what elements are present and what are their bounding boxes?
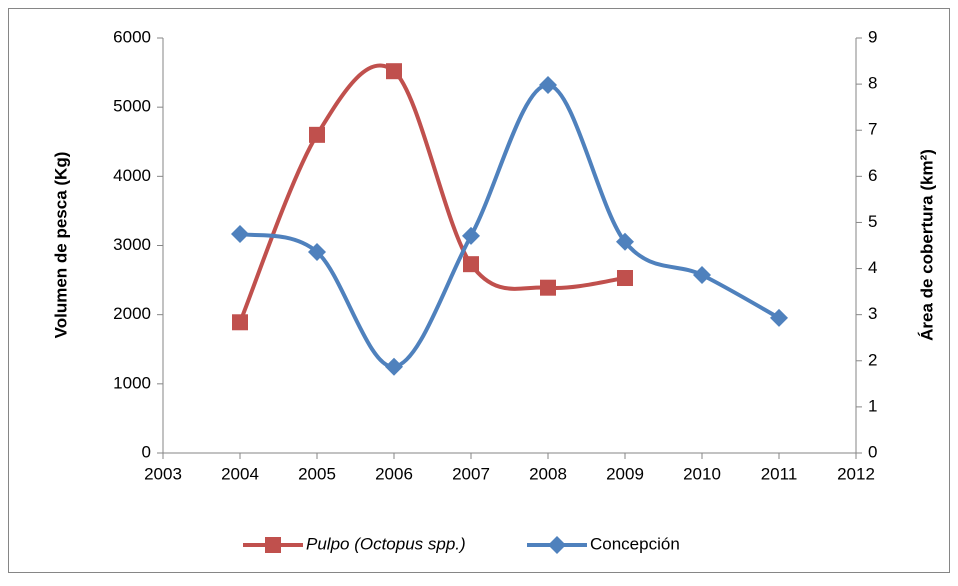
y2-tick-label: 7 [868,120,877,139]
y-axis-label: Volumen de pesca (Kg) [51,152,70,339]
x-tick-label: 2008 [529,464,567,483]
x-tick-label: 2010 [683,464,721,483]
y2-tick-label: 1 [868,396,877,415]
data-point [462,226,480,245]
y2-tick-label: 0 [868,442,877,461]
data-point [539,76,557,95]
data-point [463,256,479,273]
data-point [616,232,634,251]
legend-label: Pulpo (Octopus spp.) [306,534,466,553]
legend-marker [265,537,281,553]
series-line [239,83,780,369]
x-tick-label: 2007 [452,464,490,483]
x-tick-label: 2004 [221,464,259,483]
x-tick-label: 2011 [761,464,798,483]
chart-frame [8,8,950,573]
y2-tick-label: 5 [868,212,877,231]
data-point [385,357,403,376]
y2-tick-label: 6 [868,166,877,185]
y2-tick-label: 8 [868,74,877,93]
legend-marker [548,536,566,554]
x-tick-label: 2009 [606,464,644,483]
data-point [231,224,249,243]
y2-tick-label: 3 [868,304,877,323]
y-tick-label: 6000 [113,27,151,46]
data-point [232,314,248,331]
data-point [770,308,788,327]
y2-tick-label: 9 [868,27,877,46]
data-point [540,279,556,296]
y2-axis-label: Área de cobertura (km²) [917,149,936,341]
data-point [693,266,711,285]
x-tick-label: 2012 [837,464,875,483]
y-tick-label: 4000 [113,166,151,185]
y2-tick-label: 2 [868,350,877,369]
data-point [386,63,402,80]
y-tick-label: 3000 [113,235,151,254]
data-point [308,242,326,261]
y-tick-label: 1000 [113,373,151,392]
x-tick-label: 2003 [144,464,182,483]
y-tick-label: 0 [142,442,151,461]
y-tick-label: 5000 [113,97,151,116]
legend-label: Concepción [590,534,680,553]
x-tick-label: 2006 [375,464,413,483]
y-tick-label: 2000 [113,304,151,323]
y2-tick-label: 4 [868,258,877,277]
data-point [309,126,325,143]
x-tick-label: 2005 [298,464,336,483]
data-point [617,270,633,287]
